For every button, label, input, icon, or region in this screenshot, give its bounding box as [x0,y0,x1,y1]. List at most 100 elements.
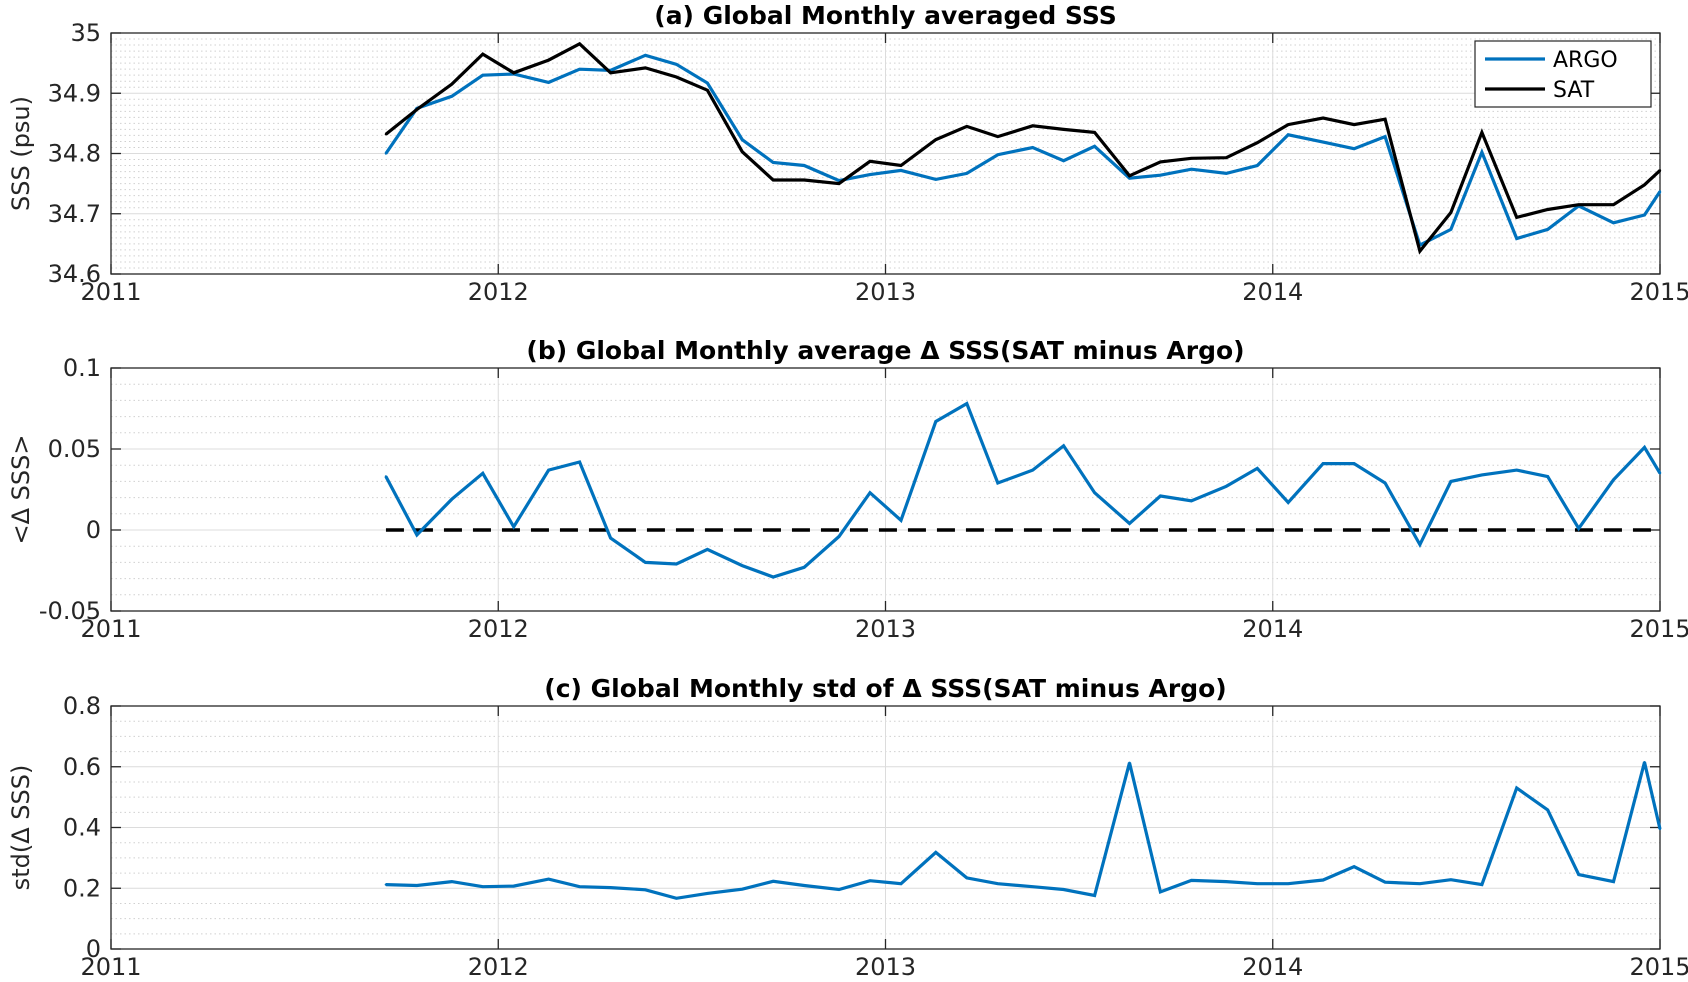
data-point [1612,478,1615,481]
data-point [899,519,903,522]
data-point [578,68,581,71]
data-point [934,138,937,141]
data-point [741,888,744,891]
data-point [868,879,872,882]
data-point [1480,883,1484,886]
data-point [899,169,903,172]
data-point [384,152,388,155]
data-point [1352,865,1356,868]
data-point [1190,168,1193,171]
data-point [384,475,388,478]
x-tick-label: 2015 [1629,615,1688,643]
data-point [578,885,581,888]
data-point [1612,880,1615,883]
data-point [481,885,484,888]
data-point [481,74,484,77]
data-point [609,536,612,540]
data-point [644,66,647,70]
data-point [1256,467,1259,470]
data-point [1190,879,1193,882]
data-point [644,888,647,891]
data-point [1031,124,1034,128]
data-point [1577,203,1580,206]
data-point [996,135,999,138]
data-point [803,178,806,182]
data-point [1658,190,1662,193]
data-point [1256,882,1259,885]
data-point [1480,473,1484,477]
data-point [675,75,678,79]
data-point [1449,228,1453,231]
data-point [675,562,678,566]
y-tick-label: 35 [70,19,101,47]
data-point [772,178,775,182]
data-point [578,42,581,45]
data-point [1643,761,1646,764]
data-point [934,178,937,181]
data-point [1643,213,1646,217]
data-point [868,160,872,163]
data-point [675,897,678,900]
x-tick-label: 2014 [1242,615,1303,643]
data-point [415,884,419,887]
data-point [996,481,999,485]
x-tick-label: 2011 [80,615,141,643]
data-point [1287,501,1290,504]
data-point [415,533,419,537]
data-point [1515,237,1518,240]
x-tick-label: 2013 [855,953,916,981]
data-point [1515,786,1518,790]
x-tick-label: 2011 [80,278,141,306]
data-point [706,89,709,92]
data-point [1546,475,1549,478]
data-point [1577,527,1580,530]
data-point [965,402,968,405]
data-point [547,58,550,62]
data-point [837,888,841,891]
data-point [1383,135,1387,138]
data-point [1225,156,1228,159]
data-point [837,535,841,538]
data-point [1480,131,1484,134]
data-point [1321,878,1325,882]
y-tick-label: 0.4 [63,814,101,842]
y-tick-label: 34.6 [48,260,101,288]
data-point [1449,211,1453,214]
data-point [741,138,744,141]
series-line-0 [384,401,1662,579]
x-tick-label: 2013 [855,615,916,643]
data-point [578,460,581,464]
data-point [1225,880,1228,883]
data-point [1287,123,1290,126]
y-tick-label: -0.05 [39,597,101,625]
data-point [1287,882,1290,885]
y-tick-label: 0 [86,935,101,963]
y-tick-label: 0.05 [48,435,101,463]
y-axis-label: std(Δ SSS) [7,765,35,891]
data-point [1449,480,1453,483]
data-point [547,81,550,84]
data-point [899,882,903,885]
y-tick-label: 0 [86,516,101,544]
data-point [1383,118,1387,121]
data-point [1321,116,1325,120]
data-point [706,81,709,85]
series-line-0 [385,761,1662,900]
data-point [384,883,388,886]
x-tick-label: 2015 [1629,278,1688,306]
data-point [1225,172,1228,175]
data-point [965,172,968,175]
data-point [1418,249,1422,253]
data-point [1546,228,1549,231]
data-point [1383,881,1387,884]
data-point [450,498,453,501]
data-point [1128,522,1131,525]
y-axis-label: SSS (psu) [7,96,35,211]
data-point [1256,164,1259,167]
data-point [609,71,612,75]
data-point [481,52,484,56]
data-point [1480,151,1484,154]
data-point [1612,203,1615,206]
data-point [547,468,550,472]
data-point [450,95,453,98]
